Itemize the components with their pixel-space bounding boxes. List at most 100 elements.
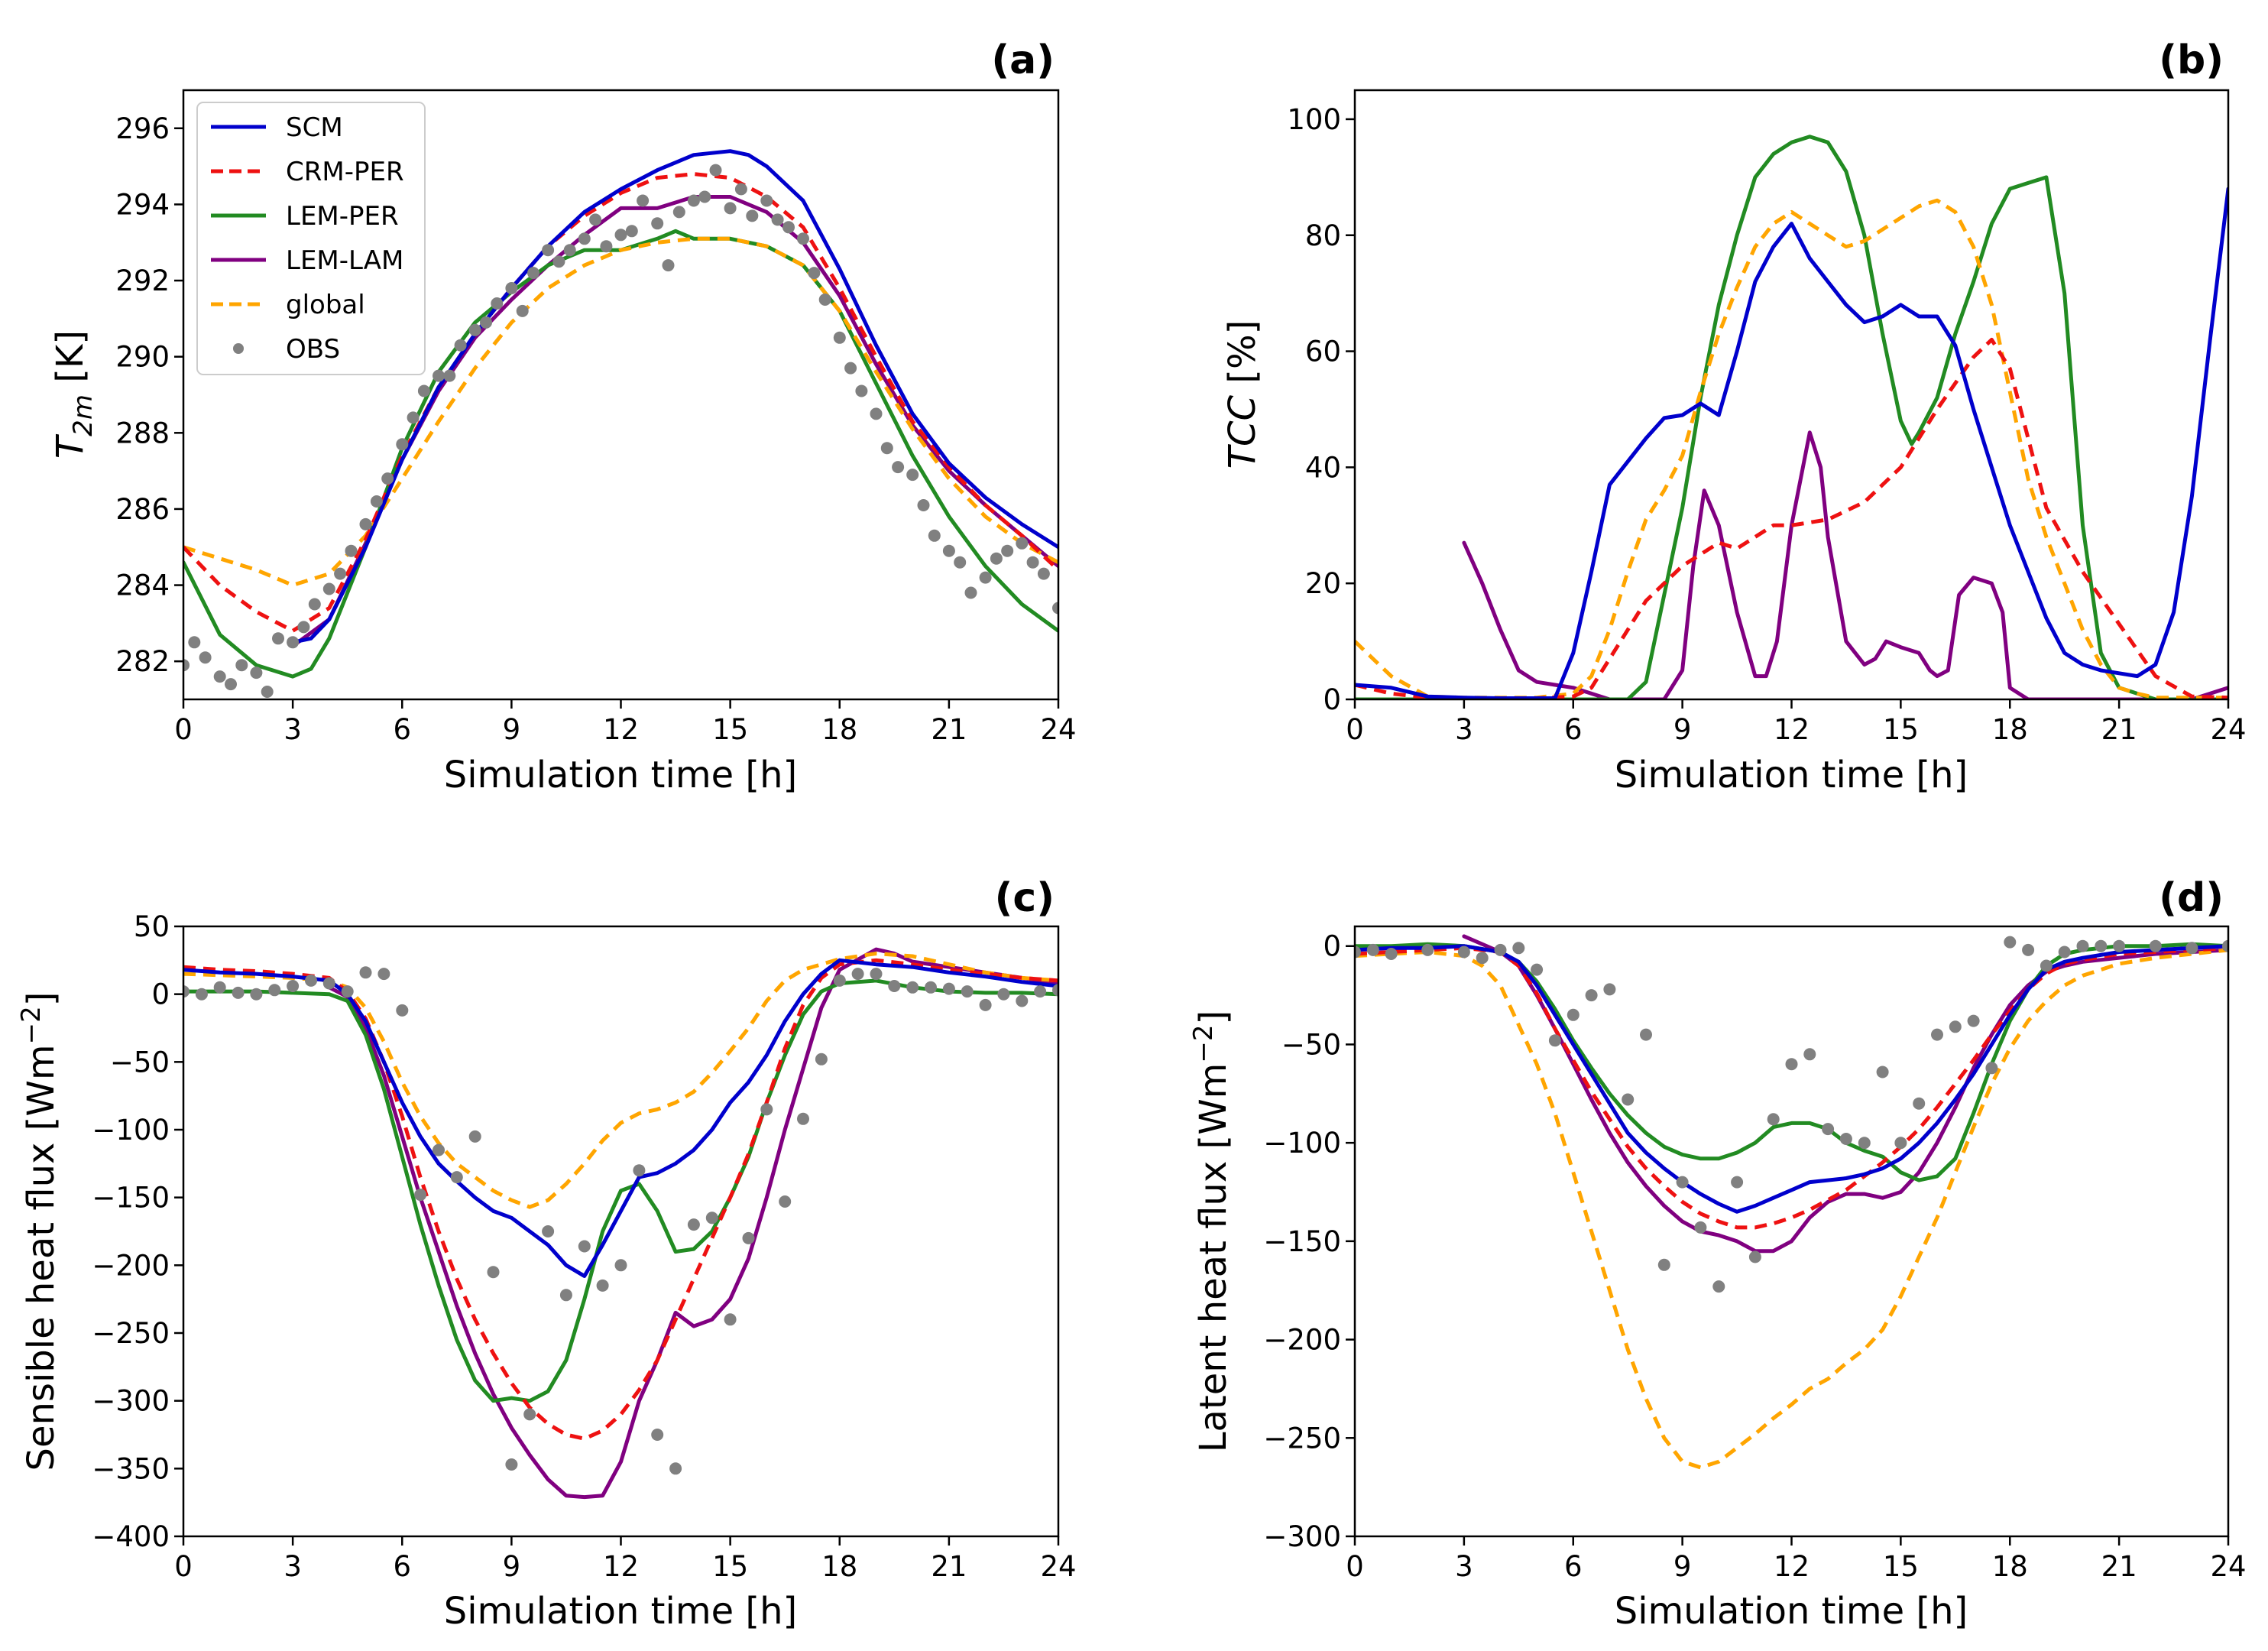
panel-c-ylabel: Sensible heat flux [Wm−2] bbox=[16, 992, 63, 1471]
panel-a-obs-point bbox=[880, 442, 893, 455]
panel-c-ticks: 0 3 6 9 12 15 18 21 24 −400 −350 −300 −250 −200 −150 −1… bbox=[92, 910, 1076, 1583]
panel-a-obs-point bbox=[928, 529, 941, 542]
panel-c-obs-point bbox=[268, 984, 281, 997]
panel-b-xlabel: Simulation time [h] bbox=[1615, 754, 1968, 796]
panel-c-xtick-label: 9 bbox=[503, 1550, 521, 1583]
panel-d-ylabel-unit: ] bbox=[1192, 1010, 1235, 1025]
panel-b-ytick-label: 40 bbox=[1305, 451, 1341, 484]
panel-a-obs-point bbox=[942, 544, 955, 557]
panel-a-obs-point bbox=[480, 316, 492, 329]
panel-d-obs-point bbox=[1676, 1176, 1689, 1189]
panel-d-obs-point bbox=[1913, 1097, 1926, 1110]
panel-d-obs-point bbox=[1585, 989, 1598, 1002]
panel-a-frame bbox=[182, 89, 1060, 701]
panel-d-xtick-label: 0 bbox=[1346, 1550, 1364, 1583]
panel-c-obs-point bbox=[851, 968, 864, 981]
panel-d-ylabel-main: Latent heat flux [Wm bbox=[1192, 1063, 1235, 1453]
panel-c-obs-point bbox=[779, 1195, 792, 1208]
panel-a-obs-point bbox=[563, 244, 576, 257]
panel-d-frame bbox=[1353, 925, 2230, 1538]
panel-a-xtick-label: 24 bbox=[1040, 713, 1076, 746]
panel-d-obs-point bbox=[1355, 946, 1361, 958]
panel-a-obs-point bbox=[381, 472, 394, 485]
panel-d-obs-point bbox=[1640, 1028, 1652, 1041]
panel-d-obs-point bbox=[1748, 1250, 1761, 1263]
panel-a-obs-point bbox=[578, 232, 591, 245]
panel-c-obs-point bbox=[396, 1004, 409, 1017]
panel-a-obs-point bbox=[322, 582, 335, 595]
panel-a-obs-point bbox=[589, 213, 602, 226]
panel-d-obs-point bbox=[2040, 959, 2053, 972]
panel-d-obs-point bbox=[2058, 946, 2071, 958]
panel-b-series-lem-per bbox=[1355, 135, 2228, 699]
panel-d-obs-point bbox=[2222, 939, 2228, 952]
legend-label-global: global bbox=[286, 290, 365, 320]
panel-c-series-crm-per bbox=[183, 958, 1058, 1441]
panel-d-ytick-label: −300 bbox=[1263, 1520, 1341, 1553]
panel-a-obs-point bbox=[964, 586, 977, 599]
panel-d-obs-point bbox=[1366, 943, 1379, 956]
panel-b-ytick-label: 20 bbox=[1305, 567, 1341, 600]
panel-c-ytick-label: −150 bbox=[92, 1182, 170, 1215]
panel-d-obs-point bbox=[2022, 943, 2035, 956]
panel-a-obs-point bbox=[188, 636, 201, 649]
panel-a-obs-point bbox=[625, 225, 638, 238]
panel-c-ytick-label: −200 bbox=[92, 1249, 170, 1282]
panel-d-series-scm bbox=[1355, 944, 2228, 1214]
panel-d-ylabel-sup: −2 bbox=[1188, 1024, 1219, 1062]
panel-d-obs-point bbox=[1476, 952, 1489, 965]
panel-b-frame bbox=[1353, 89, 2230, 701]
panel-a-ticks: 0 3 6 9 12 15 18 21 24 282 284 286 288 290 292 294 296 bbox=[115, 112, 1076, 746]
panel-c-ytick-label: 50 bbox=[134, 910, 170, 943]
panel-a-xlabel: Simulation time [h] bbox=[444, 754, 798, 796]
panel-a-obs-point bbox=[552, 255, 565, 268]
panel-b-xtick-label: 6 bbox=[1564, 713, 1583, 746]
panel-a-obs-point bbox=[345, 544, 358, 557]
panel-a-xtick-label: 6 bbox=[393, 713, 411, 746]
panel-d-obs-point bbox=[1548, 1034, 1561, 1047]
panel-b: 0 3 6 9 12 15 18 21 24 0 20 40 60 80 100 (b) Simulatio… bbox=[1221, 37, 2247, 796]
panel-c-ylabel-sup: −2 bbox=[16, 1006, 47, 1044]
panel-d-obs-point bbox=[1694, 1221, 1707, 1234]
panel-d-xtick-label: 9 bbox=[1673, 1550, 1692, 1583]
panel-c-xtick-label: 18 bbox=[821, 1550, 857, 1583]
panel-c-ylabel-main: Sensible heat flux [Wm bbox=[20, 1044, 63, 1471]
panel-c-ytick-label: −400 bbox=[92, 1520, 170, 1553]
panel-c-obs-point bbox=[542, 1225, 555, 1237]
panel-c-obs-point bbox=[1016, 994, 1029, 1007]
panel-b-ticks: 0 3 6 9 12 15 18 21 24 0 20 40 60 80 100 bbox=[1287, 103, 2246, 746]
panel-c-obs-point bbox=[1052, 984, 1058, 997]
panel-c-obs-point bbox=[797, 1112, 809, 1125]
panel-c-obs-point bbox=[925, 981, 937, 994]
panel-a-obs-point bbox=[334, 567, 347, 580]
panel-d-ytick-label: −150 bbox=[1263, 1225, 1341, 1258]
panel-c-obs-point bbox=[742, 1231, 755, 1244]
panel-c-obs-point bbox=[687, 1218, 700, 1231]
panel-c-obs-point bbox=[596, 1279, 609, 1292]
panel-c-xtick-label: 6 bbox=[393, 1550, 411, 1583]
panel-a-series-global bbox=[183, 236, 1058, 588]
panel-a-series-crm-per bbox=[183, 172, 1058, 633]
panel-d-label: (d) bbox=[2159, 875, 2224, 921]
panel-c-obs-point bbox=[468, 1130, 481, 1143]
panel-c-obs-point bbox=[633, 1164, 646, 1177]
panel-b-series-lem-lam bbox=[1462, 430, 2228, 699]
panel-d-obs-point bbox=[2004, 936, 2017, 949]
panel-d-obs-point bbox=[1494, 943, 1507, 956]
panel-c-obs-point bbox=[523, 1408, 536, 1421]
panel-a-obs-point bbox=[396, 438, 409, 451]
panel-c-label: (c) bbox=[995, 875, 1055, 921]
panel-a-obs-point bbox=[417, 384, 430, 397]
panel-a-obs-point bbox=[250, 667, 263, 680]
panel-b-xtick-label: 24 bbox=[2210, 713, 2246, 746]
legend-label-lem-per: LEM-PER bbox=[286, 201, 399, 232]
panel-b-xtick-label: 15 bbox=[1883, 713, 1919, 746]
legend-label-obs: OBS bbox=[286, 334, 340, 365]
panel-a-obs-point bbox=[1016, 537, 1029, 550]
panel-c-xtick-label: 21 bbox=[931, 1550, 967, 1583]
panel-a-obs-point bbox=[272, 632, 284, 645]
panel-b-series-scm bbox=[1355, 187, 2228, 699]
panel-b-ytick-label: 80 bbox=[1305, 219, 1341, 252]
panel-a-obs-point bbox=[724, 202, 737, 215]
